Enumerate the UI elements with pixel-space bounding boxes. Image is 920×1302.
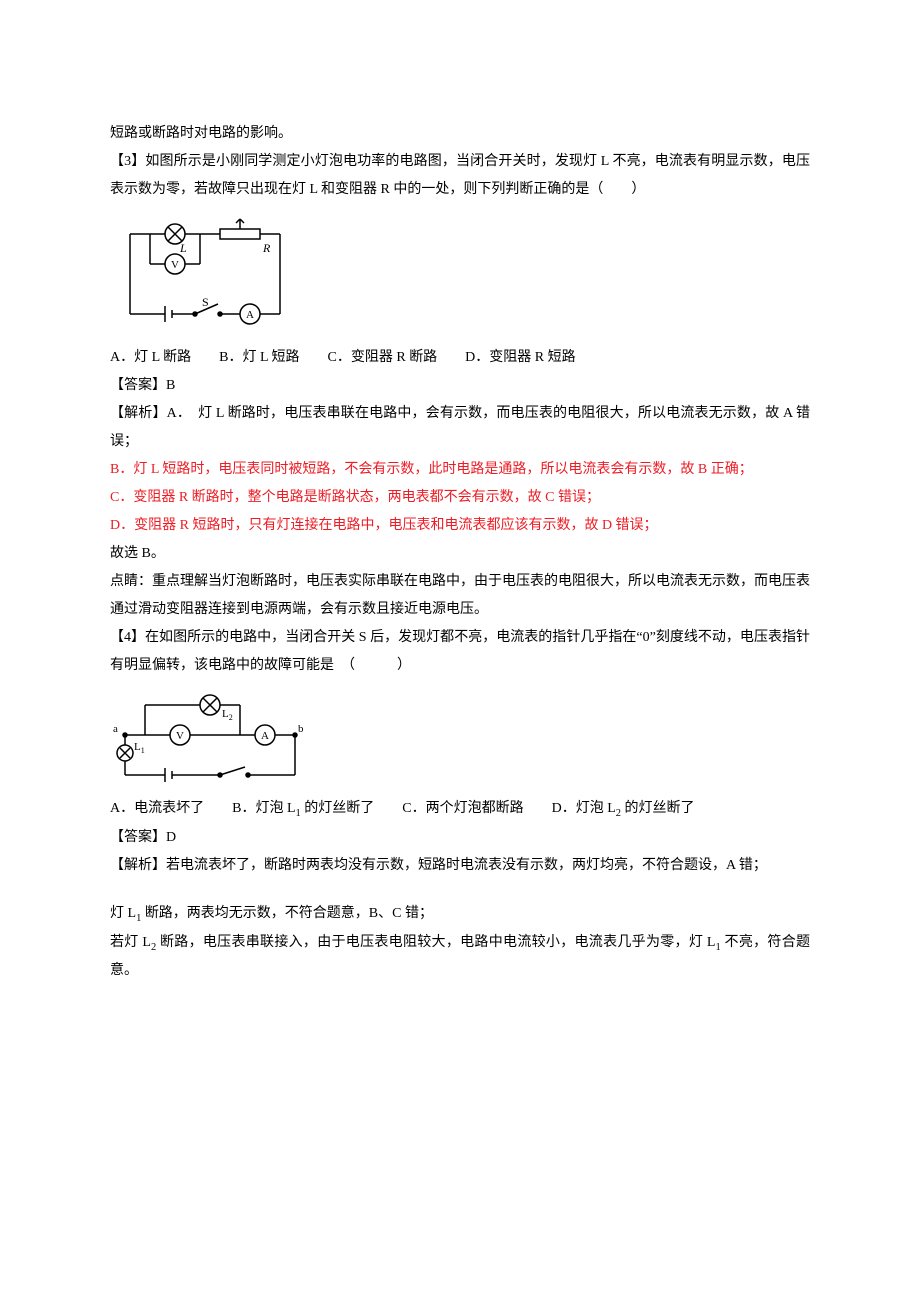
- svg-text:b: b: [298, 723, 304, 735]
- svg-text:R: R: [262, 241, 271, 255]
- question-4-options: A．电流表坏了 B．灯泡 L1 的灯丝断了 C．两个灯泡都断路 D．灯泡 L2 …: [110, 795, 810, 824]
- svg-text:A: A: [261, 730, 269, 742]
- svg-text:L: L: [179, 241, 187, 255]
- question-4-answer: 【答案】D: [110, 824, 810, 852]
- svg-text:L2: L2: [222, 708, 233, 722]
- continuation-text: 短路或断路时对电路的影响。: [110, 120, 810, 148]
- question-3-answer: 【答案】B: [110, 372, 810, 400]
- circuit-diagram-q3: L R V S A: [110, 214, 810, 334]
- circuit-diagram-q4: a b L1 L2 V A: [110, 690, 810, 785]
- svg-text:a: a: [113, 723, 118, 735]
- question-3-explain-a: 【解析】A． 灯 L 断路时，电压表串联在电路中，会有示数，而电压表的电阻很大，…: [110, 400, 810, 456]
- question-3-stem: 【3】如图所示是小刚同学测定小灯泡电功率的电路图，当闭合开关时，发现灯 L 不亮…: [110, 148, 810, 204]
- question-4-stem: 【4】在如图所示的电路中，当闭合开关 S 后，发现灯都不亮，电流表的指针几乎指在…: [110, 624, 810, 680]
- svg-text:L1: L1: [134, 741, 145, 755]
- svg-text:S: S: [202, 295, 209, 309]
- question-3-explain-end: 故选 B。: [110, 540, 810, 568]
- question-3-explain-b: B．灯 L 短路时，电压表同时被短路，不会有示数，此时电路是通路，所以电流表会有…: [110, 456, 810, 484]
- question-3-explain-c: C．变阻器 R 断路时，整个电路是断路状态，两电表都不会有示数，故 C 错误；: [110, 484, 810, 512]
- document-page: 短路或断路时对电路的影响。 【3】如图所示是小刚同学测定小灯泡电功率的电路图，当…: [0, 0, 920, 1045]
- question-4-explain-1: 【解析】若电流表坏了，断路时两表均没有示数，短路时电流表没有示数，两灯均亮，不符…: [110, 852, 810, 880]
- svg-text:A: A: [246, 309, 254, 321]
- question-4-explain-2: 灯 L1 断路，两表均无示数，不符合题意，B、C 错；: [110, 900, 810, 929]
- question-3-explain-d: D．变阻器 R 短路时，只有灯连接在电路中，电压表和电流表都应该有示数，故 D …: [110, 512, 810, 540]
- question-4-explain-3: 若灯 L2 断路，电压表串联接入，由于电压表电阻较大，电路中电流较小，电流表几乎…: [110, 929, 810, 986]
- question-3-dianjing: 点睛：重点理解当灯泡断路时，电压表实际串联在电路中，由于电压表的电阻很大，所以电…: [110, 568, 810, 624]
- question-3-options: A．灯 L 断路 B．灯 L 短路 C．变阻器 R 断路 D．变阻器 R 短路: [110, 344, 810, 372]
- svg-text:V: V: [171, 259, 179, 271]
- svg-text:V: V: [176, 730, 184, 742]
